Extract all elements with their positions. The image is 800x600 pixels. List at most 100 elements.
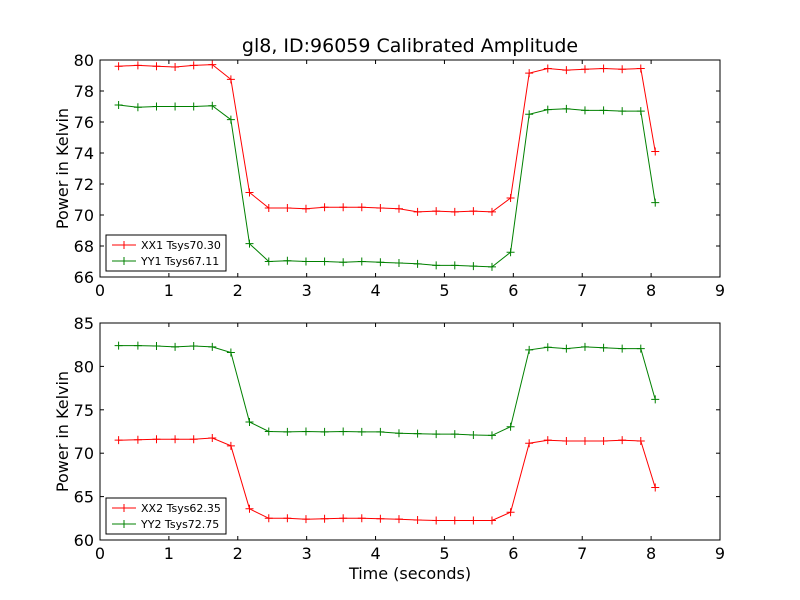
series-2 xyxy=(114,341,660,440)
data-point xyxy=(599,106,608,115)
data-point xyxy=(320,427,329,436)
data-point xyxy=(301,515,310,524)
y-tick-label: 70 xyxy=(74,444,94,463)
x-tick-label: 8 xyxy=(646,281,656,300)
series-2 xyxy=(114,100,660,271)
data-point xyxy=(189,61,198,70)
series-1 xyxy=(114,60,660,216)
data-point xyxy=(525,439,534,448)
x-tick-label: 7 xyxy=(577,544,587,563)
data-point xyxy=(413,516,422,525)
data-point xyxy=(599,64,608,73)
data-point xyxy=(413,259,422,268)
x-tick-label: 0 xyxy=(95,281,105,300)
y-tick-label: 75 xyxy=(74,401,94,420)
y-tick-label: 76 xyxy=(74,113,94,132)
data-point xyxy=(562,344,571,353)
data-point xyxy=(651,147,660,156)
data-point xyxy=(599,437,608,446)
data-point xyxy=(394,515,403,524)
x-tick-label: 0 xyxy=(95,544,105,563)
data-point xyxy=(469,430,478,439)
data-point xyxy=(114,62,123,71)
data-point xyxy=(562,104,571,113)
data-point xyxy=(636,107,645,116)
x-tick-label: 1 xyxy=(164,281,174,300)
x-tick-label: 3 xyxy=(302,544,312,563)
x-tick-label: 6 xyxy=(508,281,518,300)
legend-label: XX2 Tsys62.35 xyxy=(141,502,221,515)
data-point xyxy=(618,107,627,116)
data-point xyxy=(487,516,496,525)
data-point xyxy=(618,65,627,74)
data-point xyxy=(283,204,292,213)
data-point xyxy=(651,395,660,404)
data-point xyxy=(208,60,217,69)
data-point xyxy=(506,422,515,431)
y-tick-label: 70 xyxy=(74,206,94,225)
data-point xyxy=(226,75,235,84)
data-point xyxy=(114,341,123,350)
data-point xyxy=(413,207,422,216)
data-point xyxy=(376,204,385,213)
data-point xyxy=(543,436,552,445)
data-point xyxy=(152,62,161,71)
data-point xyxy=(636,64,645,73)
x-tick-label: 8 xyxy=(646,544,656,563)
chart-title: gl8, ID:96059 Calibrated Amplitude xyxy=(242,35,578,57)
x-tick-label: 5 xyxy=(439,544,449,563)
data-point xyxy=(450,516,459,525)
legend-marker xyxy=(120,257,128,265)
y-tick-label: 78 xyxy=(74,82,94,101)
data-point xyxy=(320,257,329,266)
data-point xyxy=(376,427,385,436)
legend-box xyxy=(105,234,227,272)
y-tick-label: 80 xyxy=(74,357,94,376)
data-point xyxy=(133,341,142,350)
data-point xyxy=(226,348,235,357)
data-point xyxy=(226,115,235,124)
data-point xyxy=(152,342,161,351)
data-point xyxy=(226,441,235,450)
data-point xyxy=(432,516,441,525)
data-point xyxy=(394,259,403,268)
data-point xyxy=(394,429,403,438)
data-point xyxy=(487,207,496,216)
data-point xyxy=(245,417,254,426)
data-point xyxy=(469,516,478,525)
data-point xyxy=(580,106,589,115)
data-point xyxy=(133,103,142,112)
data-point xyxy=(487,431,496,440)
y-tick-label: 72 xyxy=(74,175,94,194)
legend-label: XX1 Tsys70.30 xyxy=(141,239,221,252)
data-point xyxy=(618,344,627,353)
series-1 xyxy=(114,434,660,525)
data-point xyxy=(301,204,310,213)
data-point xyxy=(651,198,660,207)
data-point xyxy=(450,261,459,270)
y-axis-label: Power in Kelvin xyxy=(53,108,72,229)
y-tick-label: 85 xyxy=(74,314,94,333)
data-point xyxy=(114,436,123,445)
data-point xyxy=(208,101,217,110)
y-tick-label: 65 xyxy=(74,488,94,507)
data-point xyxy=(580,342,589,351)
data-point xyxy=(599,343,608,352)
data-point xyxy=(562,437,571,446)
data-point xyxy=(432,261,441,270)
data-point xyxy=(432,207,441,216)
data-point xyxy=(543,64,552,73)
legend: XX1 Tsys70.30 YY1 Tsys67.11 xyxy=(105,234,227,272)
x-tick-label: 9 xyxy=(715,281,725,300)
data-point xyxy=(469,207,478,216)
data-point xyxy=(339,258,348,267)
data-point xyxy=(525,345,534,354)
y-tick-label: 68 xyxy=(74,237,94,256)
data-point xyxy=(506,508,515,517)
data-point xyxy=(208,342,217,351)
y-axis-label: Power in Kelvin xyxy=(53,371,72,492)
data-point xyxy=(171,435,180,444)
data-point xyxy=(580,437,589,446)
